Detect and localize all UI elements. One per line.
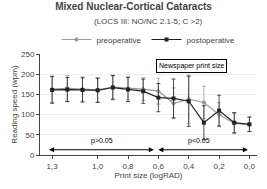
svg-text:0,2: 0,2	[213, 162, 225, 171]
svg-text:50: 50	[25, 131, 34, 140]
svg-text:0,0: 0,0	[244, 162, 256, 171]
svg-text:0,8: 0,8	[122, 162, 134, 171]
svg-text:Newspaper print size: Newspaper print size	[159, 62, 224, 70]
svg-text:Mixed Nuclear-Cortical Catarac: Mixed Nuclear-Cortical Cataracts	[55, 1, 212, 12]
svg-text:150: 150	[21, 90, 35, 99]
svg-text:1,0: 1,0	[92, 162, 104, 171]
svg-text:Print size (logRAD): Print size (logRAD)	[114, 171, 182, 180]
svg-text:preoperative: preoperative	[97, 36, 142, 45]
svg-text:Reading speed (wpm): Reading speed (wpm)	[10, 65, 19, 144]
svg-text:200: 200	[21, 70, 35, 79]
svg-text:p<0.05: p<0.05	[188, 137, 210, 145]
svg-text:0,4: 0,4	[183, 162, 195, 171]
svg-text:1,3: 1,3	[47, 162, 59, 171]
svg-text:p>0.05: p>0.05	[91, 137, 113, 145]
svg-text:250: 250	[21, 50, 35, 59]
svg-text:postoperative: postoperative	[187, 36, 236, 45]
svg-text:(LOCS III: NO/NC 2.1-5; C >2): (LOCS III: NO/NC 2.1-5; C >2)	[94, 17, 203, 26]
svg-text:0: 0	[30, 151, 35, 160]
svg-text:0,6: 0,6	[153, 162, 165, 171]
svg-text:100: 100	[21, 110, 35, 119]
